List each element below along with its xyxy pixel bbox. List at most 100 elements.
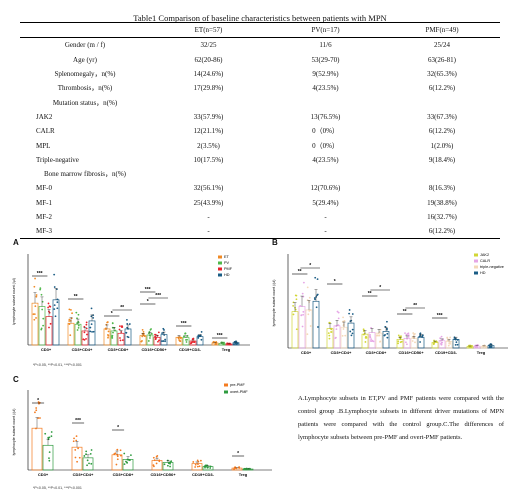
data-point — [294, 308, 297, 311]
data-point — [184, 332, 187, 335]
data-point — [88, 462, 90, 465]
data-point — [386, 320, 388, 323]
data-point — [39, 287, 42, 290]
data-point — [90, 323, 93, 326]
data-point — [194, 466, 197, 468]
table-cell: 6(12.2%) — [428, 84, 456, 93]
data-point — [150, 328, 152, 330]
data-point — [469, 346, 472, 348]
bar — [103, 328, 111, 346]
significance-marker: * — [111, 311, 113, 317]
data-point — [128, 459, 131, 462]
table-cell: 6(12.2%) — [428, 227, 456, 236]
bar — [361, 333, 369, 349]
data-point — [236, 342, 239, 345]
data-point — [150, 332, 153, 335]
data-point — [407, 335, 410, 338]
legend-entry: triple-negative — [480, 265, 504, 269]
data-point — [42, 324, 45, 327]
data-point — [35, 409, 38, 412]
data-point — [186, 338, 188, 341]
data-point — [111, 326, 114, 329]
data-point — [142, 333, 145, 335]
table-cell: 11/6 — [319, 41, 332, 50]
category-label: CD3+CD4+ — [72, 347, 93, 352]
legend-entry: HD — [480, 271, 486, 275]
data-point — [306, 286, 309, 289]
data-point — [48, 311, 51, 314]
bar — [191, 463, 203, 471]
category-label: CD3+CD4+ — [331, 350, 352, 355]
data-point — [40, 293, 43, 296]
table-cell — [150, 95, 267, 109]
table-row: Gender (m / f) 32/25 11/6 25/24 — [20, 38, 500, 53]
table-header-cell — [20, 23, 150, 38]
data-point — [308, 296, 311, 299]
data-point — [212, 341, 215, 344]
data-point — [440, 335, 443, 338]
table-cell: - — [324, 213, 327, 221]
data-point — [112, 331, 114, 334]
data-point — [121, 326, 124, 328]
table-header-cell: PV(n=17) — [311, 26, 340, 35]
data-point — [149, 337, 151, 339]
data-point — [198, 334, 201, 337]
data-point — [397, 334, 400, 337]
data-point — [77, 447, 79, 450]
data-point — [154, 335, 157, 338]
table-cell: 8(16.3%) — [428, 184, 456, 193]
data-point — [200, 331, 203, 333]
data-point — [89, 330, 92, 333]
significance-marker: * — [309, 263, 311, 269]
footnote-a: *P<0.05, **P<0.01, ***P<0.001 — [33, 363, 82, 367]
data-point — [85, 450, 88, 453]
legend-entry: CALR — [480, 259, 490, 263]
data-point — [53, 308, 56, 311]
data-point — [71, 312, 73, 315]
data-point — [56, 307, 59, 310]
bar — [139, 335, 147, 346]
data-point — [223, 341, 225, 344]
bar — [45, 316, 53, 346]
data-point — [369, 333, 371, 336]
data-point — [107, 336, 109, 339]
data-point — [341, 334, 344, 337]
category-label: CD16+CD56+ — [150, 472, 176, 477]
table-cell — [384, 167, 500, 181]
data-point — [455, 341, 458, 344]
data-point — [85, 323, 88, 326]
data-point — [125, 331, 128, 334]
data-point — [89, 326, 92, 329]
significance-marker: *** — [155, 293, 161, 299]
data-point — [309, 309, 312, 311]
bar — [417, 336, 425, 349]
data-point — [386, 332, 389, 335]
data-point — [196, 465, 199, 468]
table-cell: 33(67.3%) — [427, 112, 457, 121]
data-point — [126, 461, 129, 464]
bar — [31, 427, 43, 471]
data-point — [449, 336, 452, 339]
data-point — [235, 467, 238, 470]
data-point — [163, 334, 166, 336]
data-point — [183, 335, 185, 337]
row-label: MPL — [36, 141, 51, 150]
chart-a: lymphocyte subset count (/μl) CD3+ CD3+CD4… — [12, 254, 250, 352]
significance-marker: * — [379, 285, 381, 291]
data-point — [53, 304, 56, 306]
data-point — [72, 440, 75, 443]
table-cell: 62(20-86) — [194, 55, 223, 64]
significance-marker: *** — [217, 333, 223, 339]
bar — [71, 446, 83, 471]
data-point — [86, 333, 88, 336]
data-point — [315, 295, 318, 298]
data-point — [68, 308, 71, 311]
data-point — [307, 313, 310, 316]
data-point — [405, 333, 408, 336]
data-point — [47, 302, 50, 305]
data-point — [406, 343, 408, 346]
data-point — [153, 459, 156, 462]
table-cell: 32/25 — [200, 41, 217, 50]
data-point — [83, 331, 86, 334]
legend-entry: PMF — [224, 267, 233, 271]
